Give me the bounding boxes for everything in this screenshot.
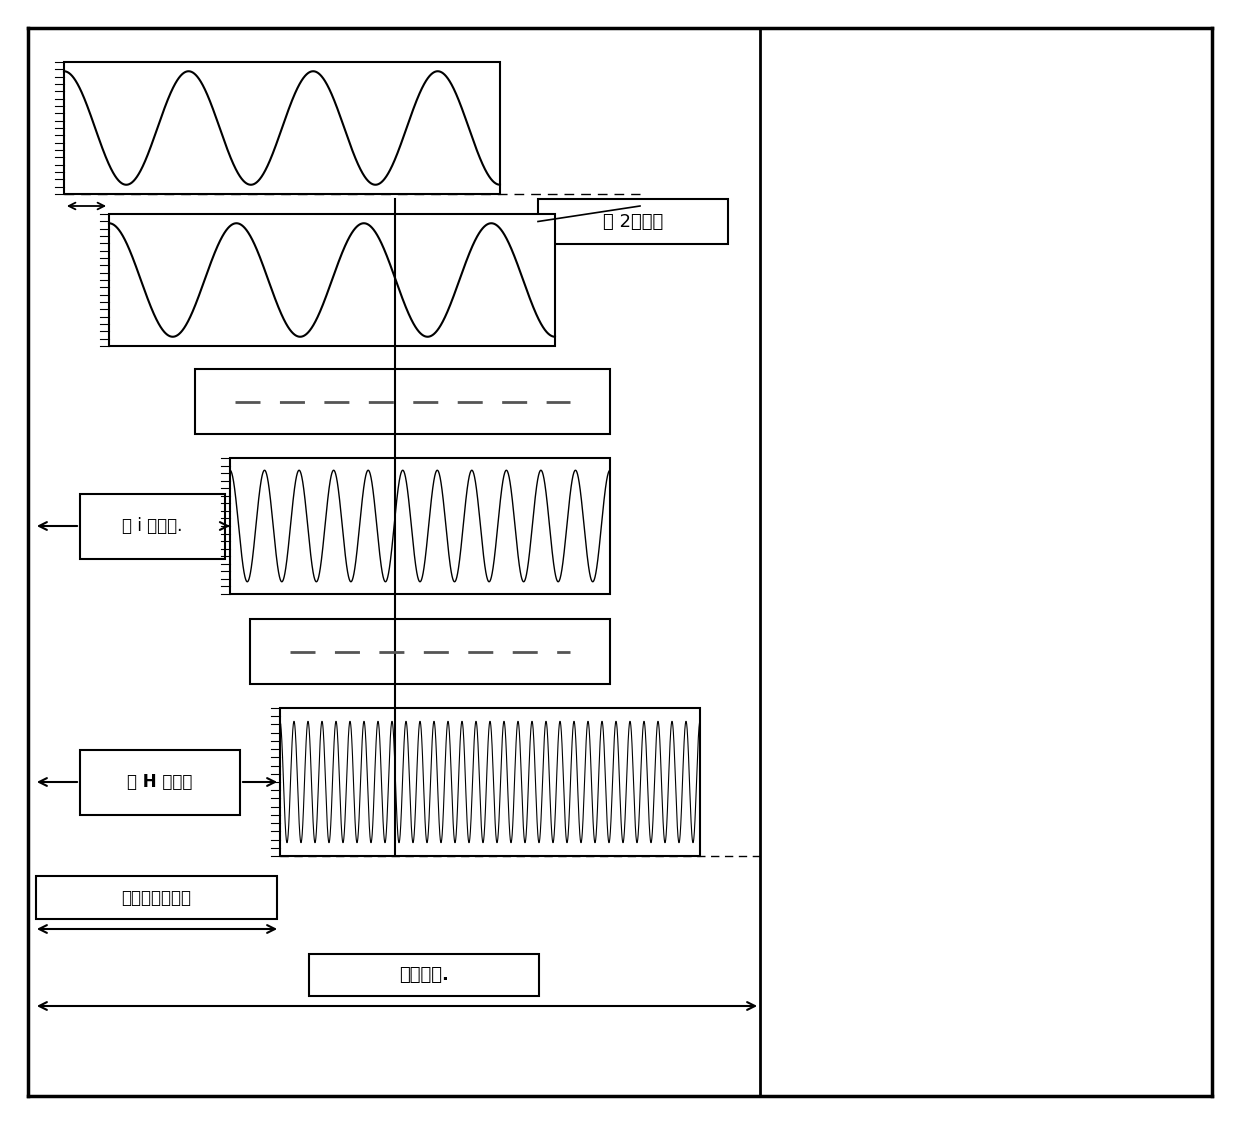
Bar xyxy=(64,62,500,194)
Bar xyxy=(250,619,610,685)
Text: 第 H 个时延: 第 H 个时延 xyxy=(128,773,192,791)
Bar xyxy=(538,199,728,244)
Bar xyxy=(309,954,539,996)
Text: 第 i 个时延.: 第 i 个时延. xyxy=(123,517,182,535)
Bar xyxy=(36,876,277,919)
Text: 码元周期.: 码元周期. xyxy=(399,966,449,984)
Text: 第 2个时延: 第 2个时延 xyxy=(603,212,663,230)
Bar xyxy=(81,750,241,815)
Bar xyxy=(280,708,701,856)
Bar xyxy=(109,214,556,346)
Text: 第一子波有效期: 第一子波有效期 xyxy=(122,888,191,906)
Bar xyxy=(229,457,610,593)
Bar xyxy=(195,369,610,434)
Bar xyxy=(81,493,224,559)
